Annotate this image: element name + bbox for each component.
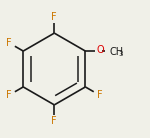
Text: F: F [6, 90, 12, 100]
Text: F: F [6, 38, 12, 48]
Text: O: O [96, 45, 104, 55]
Text: 3: 3 [118, 51, 123, 57]
Text: F: F [51, 116, 57, 126]
Text: CH: CH [110, 47, 124, 57]
Text: F: F [51, 12, 57, 22]
Text: F: F [97, 90, 103, 100]
